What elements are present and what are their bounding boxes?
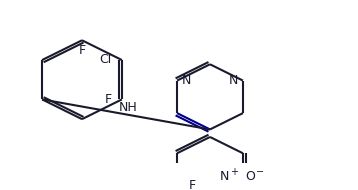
Text: F: F [78, 44, 86, 57]
Text: N: N [228, 74, 238, 87]
Text: +: + [230, 167, 238, 177]
Text: NH: NH [119, 101, 137, 114]
Text: O: O [245, 170, 255, 183]
Text: −: − [256, 167, 264, 177]
Text: N: N [219, 170, 229, 183]
Text: Cl: Cl [100, 54, 112, 66]
Text: N: N [182, 74, 192, 87]
Text: F: F [105, 93, 112, 106]
Text: F: F [189, 179, 196, 190]
